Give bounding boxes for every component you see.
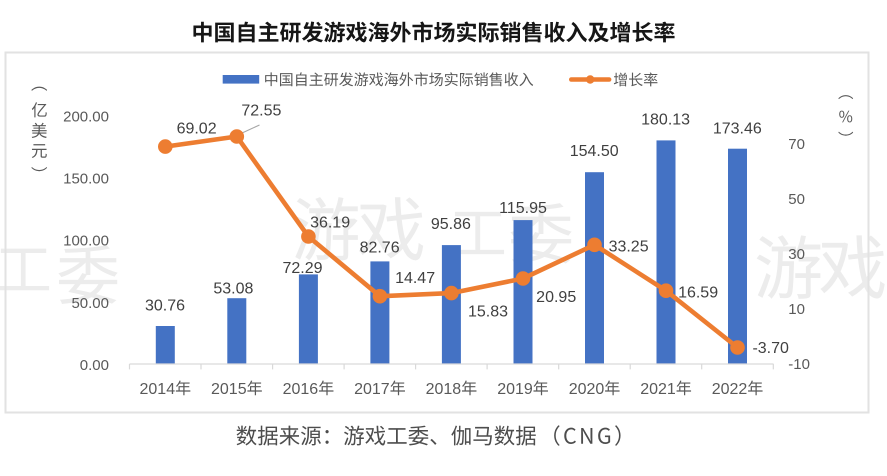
svg-text:50.00: 50.00 [71,295,109,312]
svg-text:70: 70 [788,136,805,153]
svg-text:95.86: 95.86 [431,216,471,233]
svg-text:50: 50 [788,191,805,208]
svg-text:2015: 2015 [211,381,247,398]
svg-text:200.00: 200.00 [63,108,109,125]
svg-text:82.76: 82.76 [360,239,400,256]
svg-text:2021: 2021 [640,381,676,398]
svg-text:16.59: 16.59 [678,284,718,301]
svg-text:2019: 2019 [497,381,533,398]
svg-text:180.13: 180.13 [641,112,690,129]
svg-text:14.47: 14.47 [395,270,435,287]
svg-text:-10: -10 [788,356,810,373]
svg-text:2016: 2016 [283,381,319,398]
svg-text:154.50: 154.50 [570,143,619,160]
svg-text:2014: 2014 [140,381,176,398]
svg-text:69.02: 69.02 [177,121,217,138]
svg-text:30: 30 [788,246,805,263]
svg-text:33.25: 33.25 [609,239,649,256]
svg-text:150.00: 150.00 [63,170,109,187]
svg-text:2017: 2017 [354,381,390,398]
svg-text:173.46: 173.46 [713,121,762,138]
svg-text:20.95: 20.95 [536,289,576,306]
svg-text:2020: 2020 [569,381,605,398]
svg-text:115.95: 115.95 [499,200,547,217]
svg-text:0.00: 0.00 [80,357,109,374]
svg-text:-3.70: -3.70 [752,340,789,357]
svg-text:2018: 2018 [426,381,462,398]
svg-text:36.19: 36.19 [310,214,350,231]
svg-text:53.08: 53.08 [213,281,253,298]
svg-text:72.55: 72.55 [241,103,281,120]
svg-text:72.29: 72.29 [282,260,322,277]
svg-text:30.76: 30.76 [145,297,185,314]
svg-text:100.00: 100.00 [63,233,109,250]
svg-text:10: 10 [788,301,805,318]
svg-text:2022: 2022 [712,381,748,398]
svg-text:15.83: 15.83 [468,304,508,321]
